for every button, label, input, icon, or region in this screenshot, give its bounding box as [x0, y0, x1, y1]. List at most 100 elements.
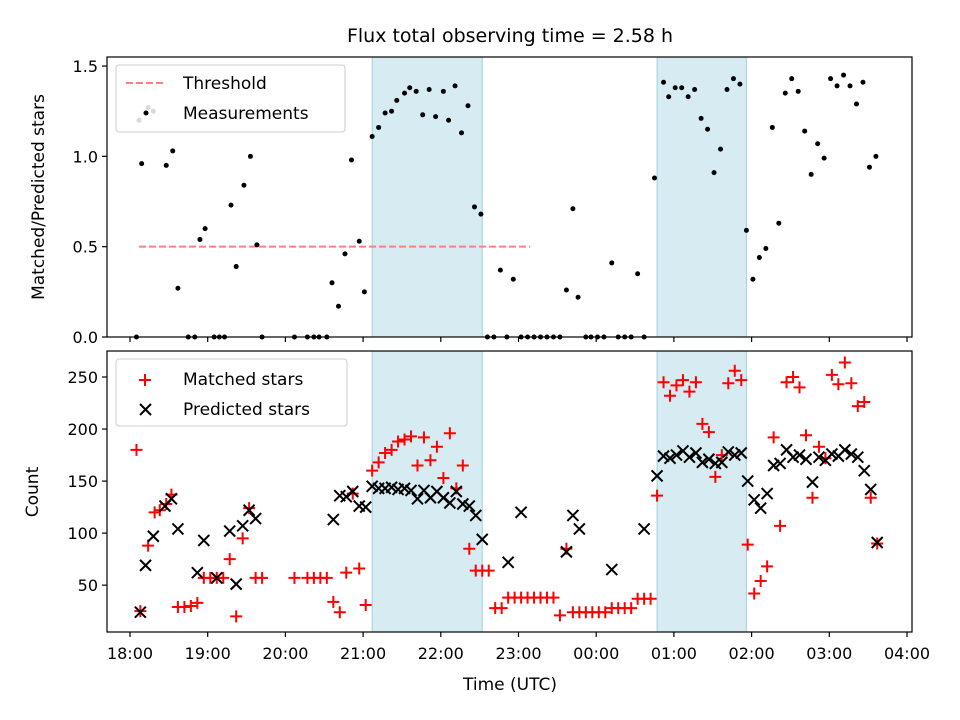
predicted-star-point: [851, 450, 864, 464]
measurement-point: [756, 255, 762, 261]
predicted-star-point: [147, 530, 160, 543]
top-axes-frame: [106, 56, 913, 338]
predicted-star-point: [514, 506, 528, 519]
predicted-star-point: [670, 448, 683, 462]
measurements-legend-marker: [143, 110, 149, 116]
measurement-point: [575, 294, 581, 300]
predicted-star-point: [702, 453, 716, 466]
bottom-panel: 50 100 150 200 250 18:00 19:00 20:00 21:00 22:00…: [23, 350, 930, 695]
measurement-point: [563, 287, 569, 293]
matched-star-point: [735, 374, 748, 387]
chart-title: Flux total observing time = 2.58 h: [347, 25, 673, 47]
matched-legend-label: Matched stars: [183, 370, 303, 390]
matched-star-point: [651, 489, 664, 502]
matched-star-point: [748, 587, 761, 600]
matched-star-point: [366, 464, 379, 477]
matched-star-point: [683, 385, 696, 398]
bottom-y-axis-label: Count: [23, 466, 43, 517]
measurement-point: [197, 236, 203, 242]
predicted-star-point: [735, 446, 748, 460]
top-x-ticks: [129, 337, 908, 342]
measurement-point: [413, 88, 419, 94]
measurement-point: [698, 115, 704, 121]
x-tick-label: 20:00: [262, 644, 308, 663]
matched-star-point: [372, 456, 385, 469]
matched-star-point: [832, 378, 845, 391]
matched-star-point: [754, 575, 767, 588]
matched-star-point: [191, 596, 204, 609]
matched-star-point: [482, 564, 495, 577]
x-tick-label: 00:00: [573, 644, 619, 663]
measurement-point: [802, 128, 808, 134]
top-y-axis: 0.0 0.5 1.0 1.5: [73, 57, 107, 347]
measurement-point: [510, 276, 516, 282]
predicted-star-point: [760, 487, 774, 500]
predicted-star-point: [722, 445, 735, 459]
predicted-star-point: [715, 456, 729, 469]
measurement-point: [228, 202, 234, 208]
matched-star-point: [547, 591, 560, 604]
predicted-star-point: [689, 446, 703, 460]
predicted-star-point: [650, 469, 664, 483]
predicted-star-point: [463, 499, 476, 513]
top-y-tick-label: 1.0: [73, 147, 98, 166]
matched-star-point: [353, 562, 366, 575]
matched-star-point: [411, 459, 424, 472]
matched-star-point: [392, 435, 405, 448]
predicted-star-point: [799, 453, 813, 466]
measurement-point: [356, 238, 362, 244]
bottom-y-tick-label: 150: [67, 472, 98, 491]
measurement-point: [705, 126, 711, 132]
matched-star-point: [676, 374, 689, 387]
matched-star-point: [780, 376, 793, 389]
measurement-point: [175, 285, 181, 291]
bottom-highlight-spans: [371, 350, 747, 633]
measurement-point: [247, 153, 253, 159]
matched-star-point: [838, 356, 851, 369]
measurement-point: [471, 204, 477, 210]
measurement-point: [139, 161, 145, 167]
highlight-span: [371, 56, 483, 338]
measurement-point: [163, 162, 169, 168]
measurement-point: [329, 280, 335, 286]
x-tick-label: 18:00: [107, 644, 153, 663]
predicted-star-point: [864, 483, 877, 496]
predicted-star-point: [171, 522, 185, 536]
measurement-point: [389, 108, 395, 114]
measurement-point: [672, 85, 678, 91]
predicted-star-point: [229, 577, 243, 591]
matched-star-point: [243, 502, 256, 515]
matched-star-point: [437, 471, 450, 484]
predicted-star-point: [637, 522, 651, 536]
matched-star-point: [864, 491, 877, 504]
measurement-point: [459, 130, 465, 136]
measurement-point: [853, 101, 859, 107]
measurement-point: [446, 117, 452, 123]
measurements-legend-label: Measurements: [183, 104, 309, 124]
predicted-star-point: [663, 451, 677, 465]
predicted-star-point: [139, 559, 152, 572]
top-highlight-spans: [371, 56, 747, 338]
measurement-point: [497, 267, 503, 273]
matched-star-point: [320, 571, 333, 584]
measurement-point: [420, 112, 426, 118]
matched-star-point: [845, 377, 858, 390]
matched-star-point: [256, 571, 269, 584]
measurement-point: [394, 97, 400, 103]
predicted-star-point: [469, 509, 482, 522]
measurement-point: [342, 251, 348, 257]
predicted-star-point: [327, 513, 340, 526]
x-axis-label: Time (UTC): [462, 675, 557, 695]
predicted-star-point: [838, 443, 852, 457]
measurement-point: [815, 141, 821, 147]
matched-star-point: [359, 598, 372, 611]
measurement-point: [661, 79, 667, 85]
predicted-star-point: [165, 492, 178, 505]
matched-star-point: [670, 379, 683, 392]
matched-star-point: [599, 606, 612, 619]
x-tick-label: 04:00: [884, 644, 930, 663]
predicted-star-point: [683, 450, 696, 464]
matched-star-point: [340, 566, 353, 579]
measurement-point: [170, 148, 176, 154]
